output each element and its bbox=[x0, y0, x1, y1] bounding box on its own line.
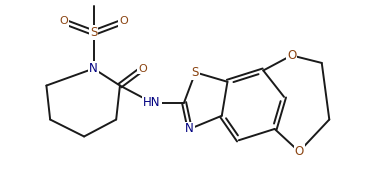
Text: HN: HN bbox=[143, 96, 161, 109]
Text: O: O bbox=[138, 64, 147, 74]
Text: N: N bbox=[89, 62, 98, 75]
Text: S: S bbox=[192, 66, 199, 79]
Text: O: O bbox=[119, 17, 128, 26]
Text: S: S bbox=[90, 26, 97, 39]
Text: O: O bbox=[59, 17, 68, 26]
Text: O: O bbox=[295, 145, 304, 158]
Text: O: O bbox=[287, 49, 296, 62]
Text: N: N bbox=[185, 122, 194, 135]
